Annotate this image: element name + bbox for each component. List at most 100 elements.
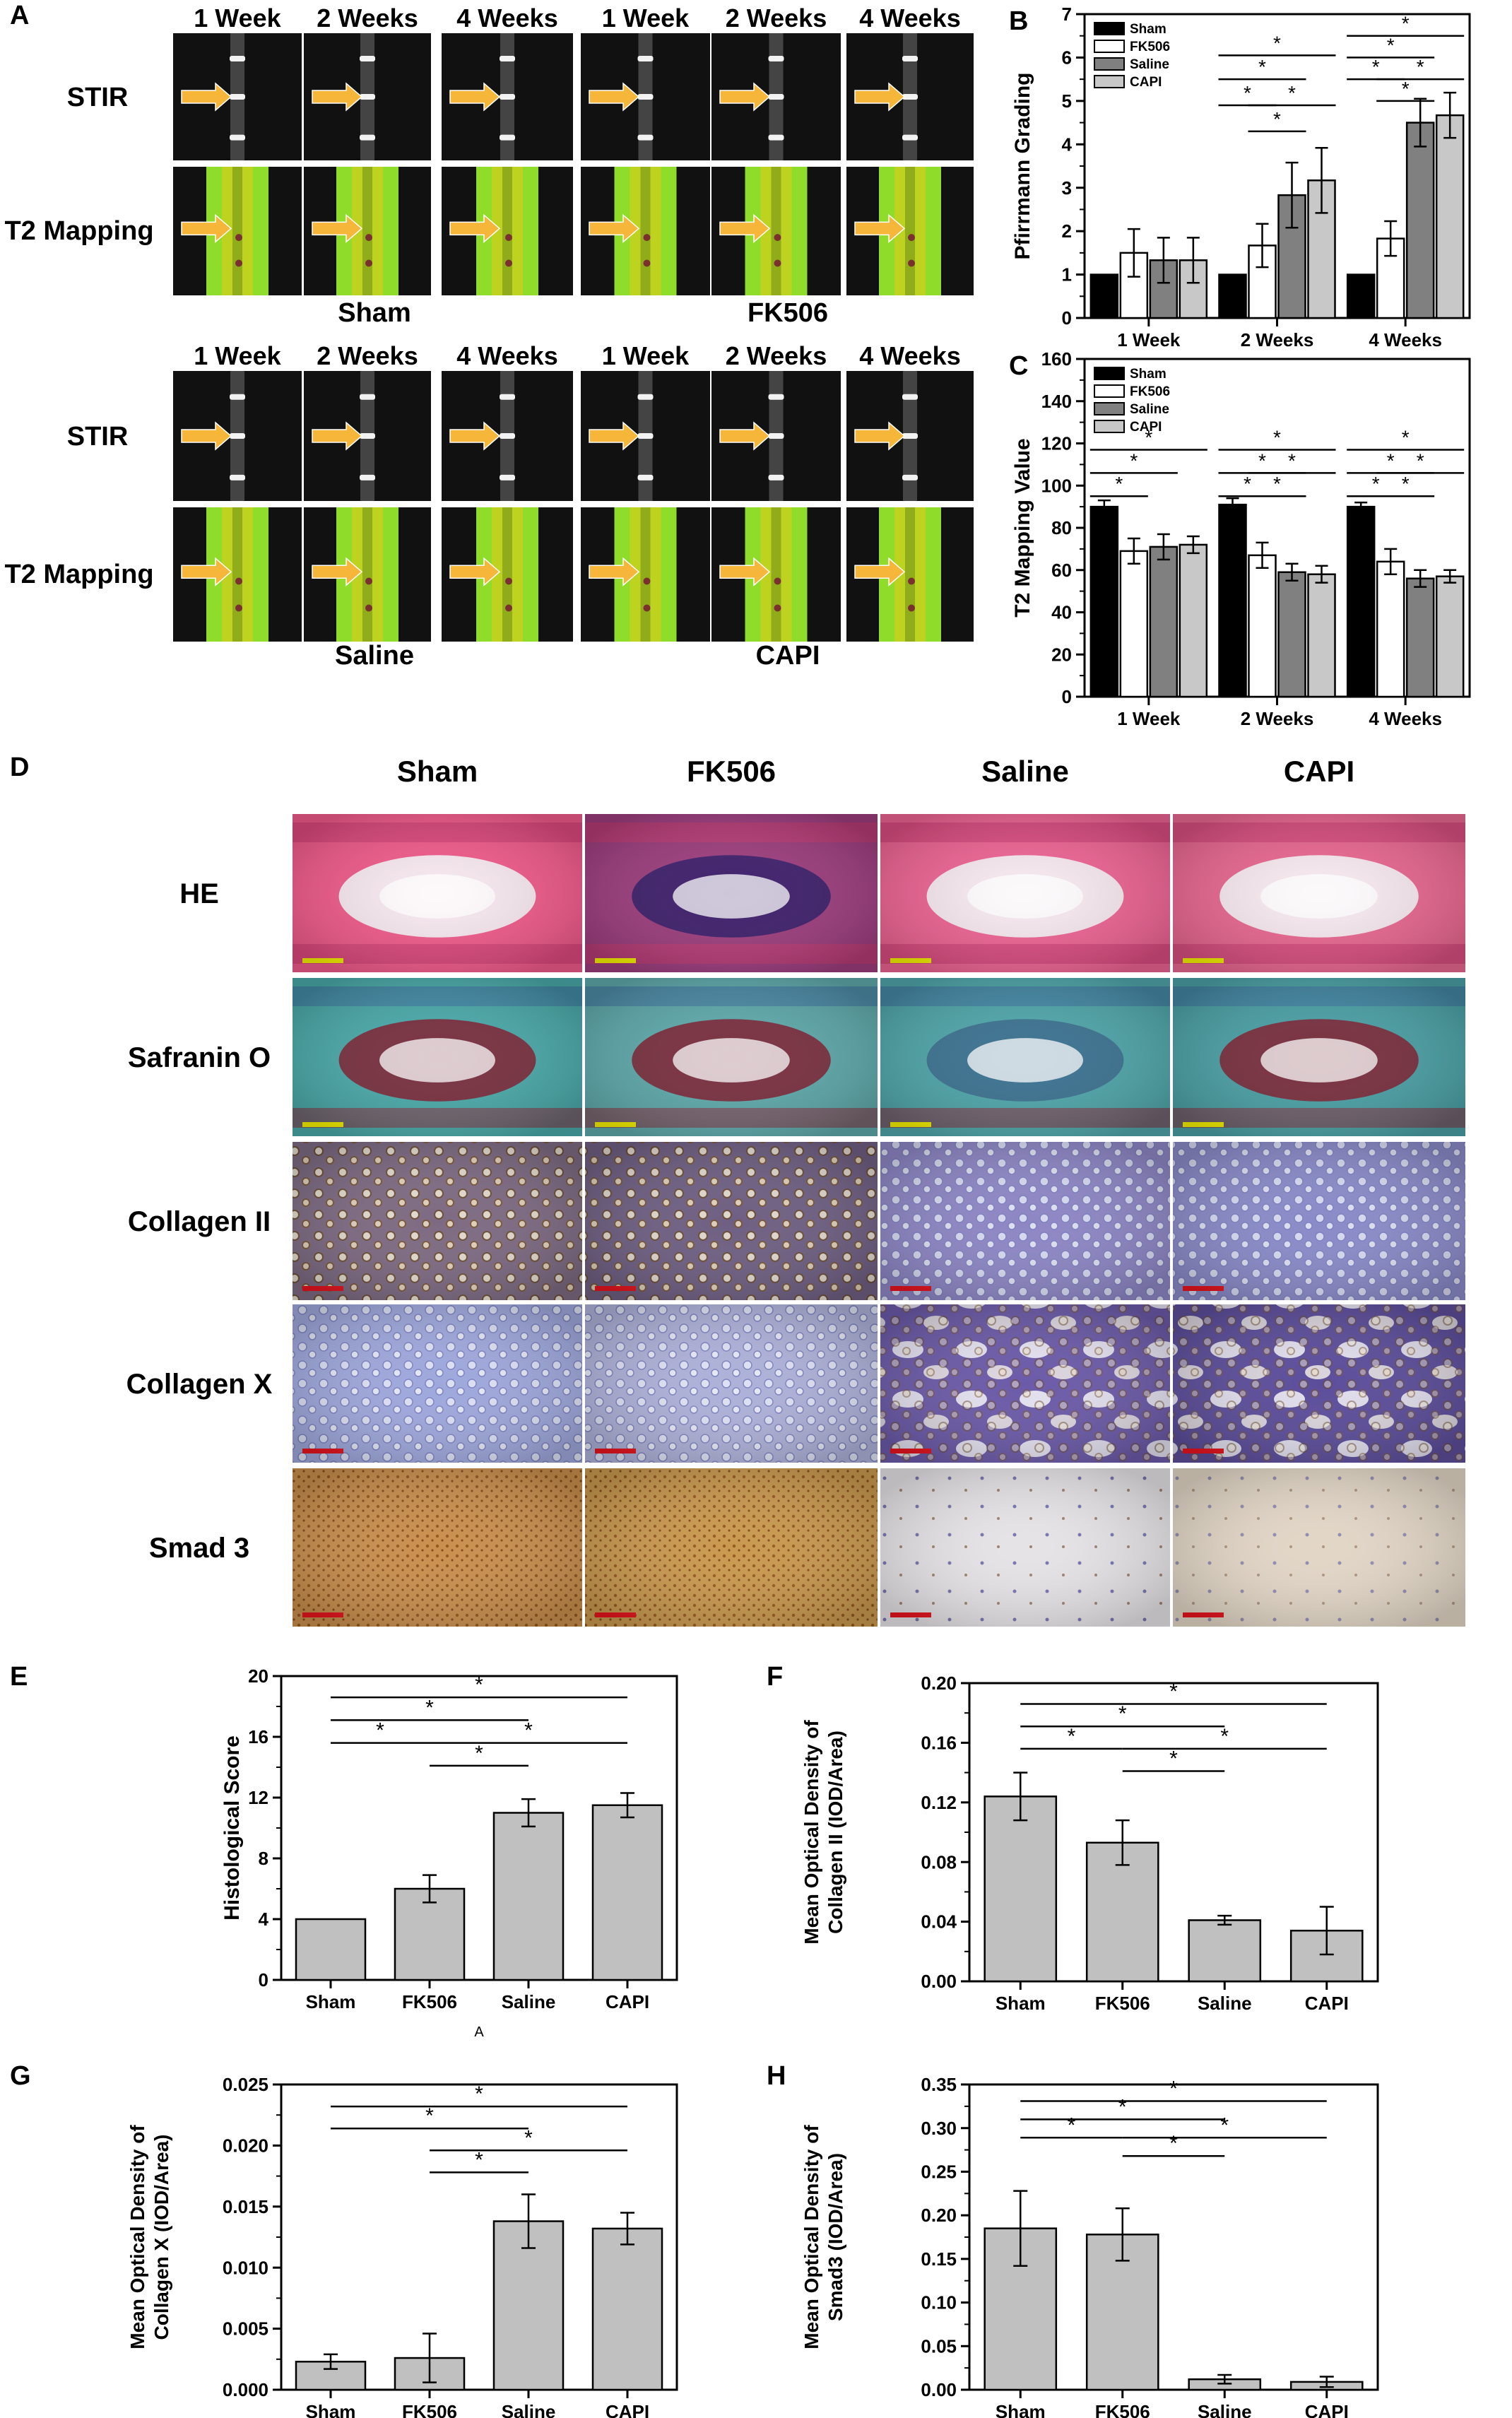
x-tick-label: Saline bbox=[1198, 2401, 1252, 2418]
panel-letter-e: E bbox=[10, 1662, 28, 1692]
mri-week-label: 2 Weeks bbox=[726, 341, 827, 370]
y-tick-label: 0.20 bbox=[921, 2205, 957, 2226]
x-tick-label: Sham bbox=[996, 1993, 1046, 2014]
significance-star: * bbox=[1387, 34, 1395, 56]
mri-t2-cord bbox=[771, 507, 781, 642]
y-tick-label: 0.020 bbox=[223, 2135, 268, 2157]
x-tick-label: Saline bbox=[1198, 1993, 1252, 2014]
mri-roi-marker bbox=[235, 604, 242, 612]
significance-star: * bbox=[475, 1673, 483, 1697]
legend-swatch bbox=[1094, 40, 1125, 53]
image-shading bbox=[1173, 978, 1465, 1136]
x-tick-label: 4 Weeks bbox=[1369, 329, 1442, 350]
bar-sham bbox=[1346, 273, 1376, 319]
y-tick-label: 1 bbox=[1062, 264, 1072, 285]
image-shading bbox=[1173, 814, 1465, 972]
y-tick-label: 0.08 bbox=[921, 1851, 957, 1873]
mri-row-label-stir: STIR bbox=[67, 422, 129, 452]
significance-star: * bbox=[475, 1742, 483, 1765]
y-tick-label: 0 bbox=[1062, 686, 1072, 707]
bar-saline bbox=[1277, 571, 1306, 698]
histology-column-header: CAPI bbox=[1284, 755, 1354, 788]
mri-disc-bright bbox=[360, 56, 375, 61]
mri-t2-cord bbox=[502, 507, 512, 642]
y-tick-label: 0.20 bbox=[921, 1673, 957, 1694]
significance-star: * bbox=[1115, 473, 1123, 495]
y-tick-label: 0.005 bbox=[223, 2318, 268, 2340]
mri-week-label: 2 Weeks bbox=[317, 4, 418, 33]
y-tick-label: 0.25 bbox=[921, 2162, 957, 2183]
mri-disc-bright bbox=[902, 134, 918, 141]
mri-disc-bright bbox=[500, 56, 515, 61]
y-tick-label: 0.010 bbox=[223, 2257, 268, 2278]
mri-roi-marker bbox=[365, 259, 372, 267]
y-tick-label: 0.04 bbox=[921, 1911, 957, 1933]
mri-disc-bright bbox=[230, 134, 245, 141]
arrow-icon bbox=[719, 213, 771, 243]
panel-letter-a: A bbox=[10, 1, 29, 30]
mri-disc-bright bbox=[360, 394, 375, 400]
mri-disc-bright bbox=[902, 94, 918, 100]
image-shading bbox=[293, 814, 582, 972]
histology-row-label: Safranin O bbox=[128, 1042, 271, 1073]
significance-star: * bbox=[1273, 108, 1281, 130]
mri-roi-marker bbox=[908, 604, 915, 612]
mri-week-label: 4 Weeks bbox=[456, 341, 557, 370]
y-tick-label: 2 bbox=[1062, 220, 1072, 242]
mri-t2-cord bbox=[362, 167, 372, 295]
arrow-icon bbox=[312, 421, 363, 451]
panel-letter-c: C bbox=[1009, 351, 1028, 381]
x-tick-label: FK506 bbox=[402, 1991, 457, 2012]
significance-star: * bbox=[1118, 2095, 1127, 2118]
panel-d-histology: D Sham FK506 Saline CAPI HE Safranin O Collage… bbox=[10, 753, 1465, 1627]
mri-week-label: 2 Weeks bbox=[726, 4, 827, 33]
y-axis-label: Mean Optical Density of bbox=[801, 1720, 822, 1945]
significance-star: * bbox=[1068, 2113, 1076, 2137]
image-shading bbox=[585, 978, 878, 1136]
x-tick-label: FK506 bbox=[1095, 1993, 1150, 2014]
y-tick-label: 4 bbox=[1062, 134, 1073, 155]
bar-sham bbox=[1218, 503, 1247, 698]
mri-disc-bright bbox=[902, 433, 918, 439]
image-shading bbox=[585, 814, 878, 972]
mri-disc-bright bbox=[230, 474, 245, 480]
chart-note: A bbox=[474, 2024, 484, 2040]
histology-row-label: HE bbox=[179, 878, 219, 909]
bar-saline bbox=[1405, 122, 1435, 319]
significance-star: * bbox=[1169, 2077, 1178, 2100]
mri-disc-bright bbox=[637, 56, 654, 61]
bar bbox=[591, 1804, 663, 1981]
image-shading bbox=[1173, 1142, 1465, 1300]
x-tick-label: Saline bbox=[502, 2401, 556, 2418]
arrow-icon bbox=[181, 557, 232, 586]
mri-week-label: 1 Week bbox=[602, 4, 690, 33]
mri-group-label: Sham bbox=[338, 298, 411, 328]
mri-roi-marker bbox=[505, 259, 512, 267]
y-tick-label: 0.10 bbox=[921, 2292, 957, 2313]
mri-week-label: 1 Week bbox=[602, 341, 690, 370]
x-tick-label: 1 Week bbox=[1117, 329, 1181, 350]
mri-roi-marker bbox=[643, 259, 651, 267]
y-tick-label: 0.000 bbox=[223, 2379, 268, 2400]
arrow-icon bbox=[181, 82, 232, 112]
bar-saline bbox=[1405, 577, 1435, 698]
y-tick-label: 12 bbox=[248, 1787, 268, 1808]
mri-roi-marker bbox=[505, 577, 512, 585]
significance-star: * bbox=[1273, 473, 1281, 495]
image-shading bbox=[880, 1304, 1170, 1463]
arrow-icon bbox=[449, 213, 501, 243]
mri-t2-cord bbox=[905, 507, 915, 642]
mri-disc-bright bbox=[637, 94, 654, 100]
y-tick-label: 7 bbox=[1062, 4, 1072, 25]
x-tick-label: Sham bbox=[306, 2401, 356, 2418]
panel-h-chart: H 0.00 0.05 0.10 0.15 0.20 0.25 0.30 0.35 Mean O… bbox=[767, 2061, 1379, 2418]
bar bbox=[591, 2227, 663, 2391]
significance-star: * bbox=[1273, 32, 1281, 54]
histology-column-header: FK506 bbox=[687, 755, 776, 788]
x-tick-label: 4 Weeks bbox=[1369, 708, 1442, 729]
mri-disc-bright bbox=[768, 56, 784, 61]
bar-sham bbox=[1089, 273, 1119, 319]
significance-star: * bbox=[1169, 2132, 1178, 2155]
y-tick-label: 160 bbox=[1041, 348, 1072, 370]
mri-disc-bright bbox=[768, 433, 784, 439]
